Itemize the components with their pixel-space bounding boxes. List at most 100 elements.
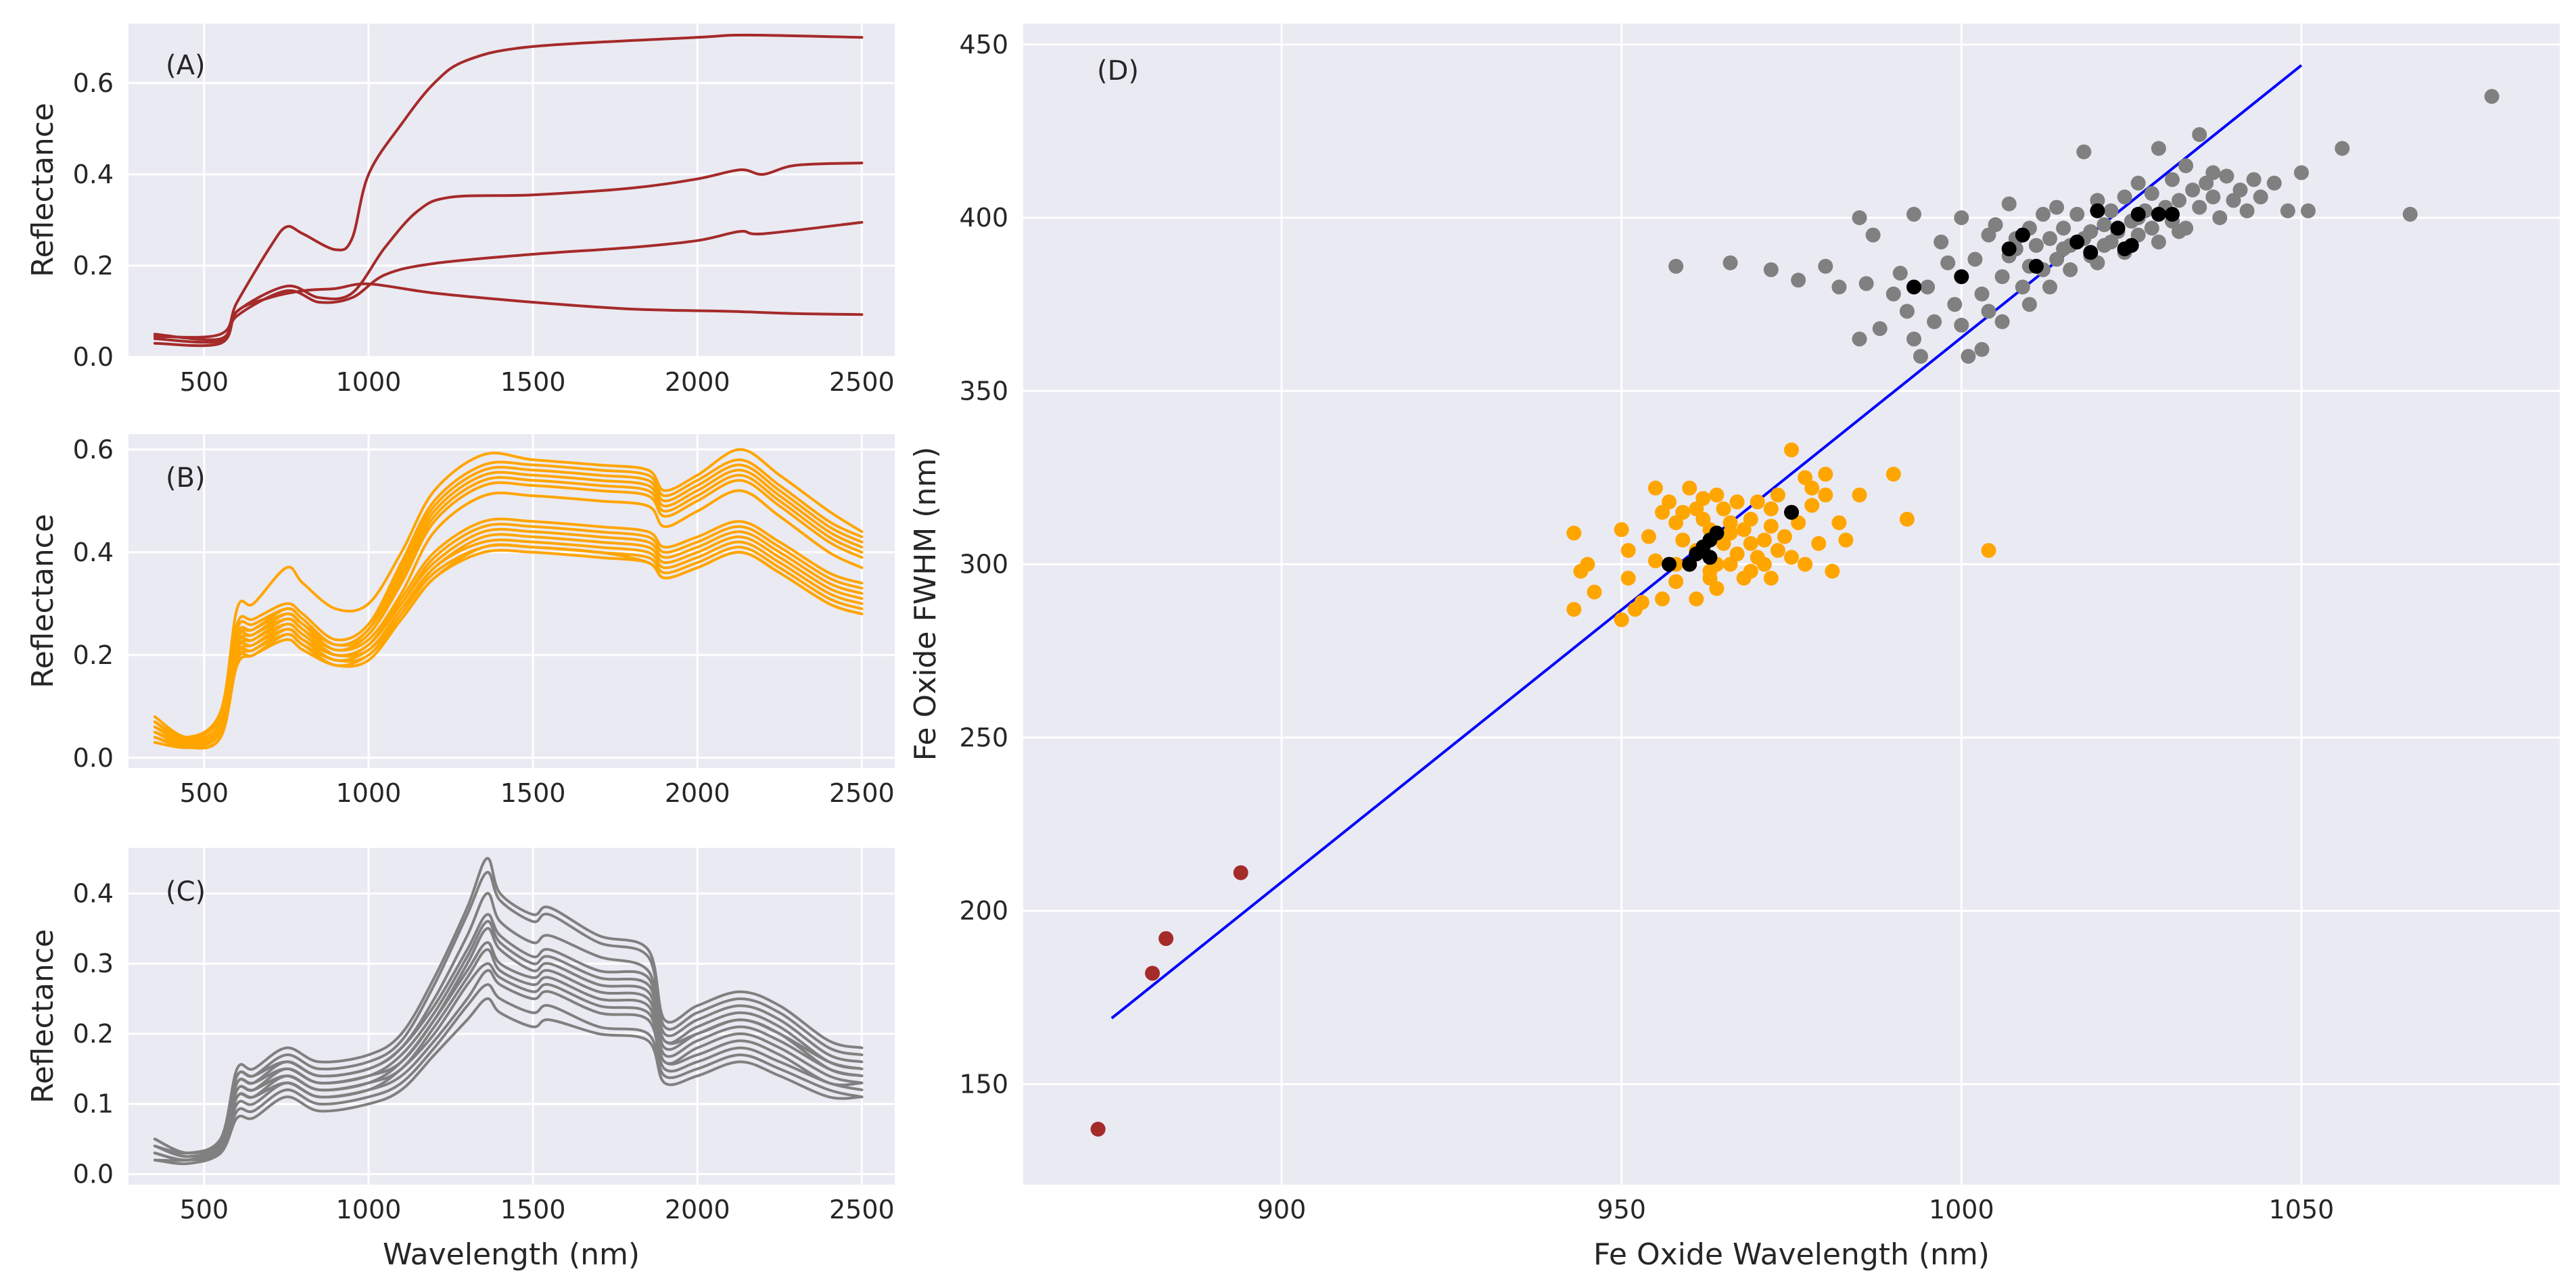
panel-d-orange-group-point	[1750, 494, 1765, 510]
panel-d-gray-group-point	[2144, 186, 2159, 201]
panel-d-gray-group-point	[2301, 203, 2316, 218]
panel-d-mean-group-point	[2151, 206, 2166, 222]
panel-c-x-tick-label: 2000	[665, 1195, 730, 1224]
panel-c-series-line	[153, 983, 864, 1162]
panel-a-y-axis-label: Reflectance	[26, 103, 60, 277]
panel-b-series-line	[153, 458, 864, 739]
panel-d-mean-group-point	[1954, 269, 1969, 285]
panel-d-orange-group-point	[1620, 571, 1636, 586]
panel-d-gray-group-point	[2117, 189, 2132, 205]
panel-b-y-tick-label: 0.4	[73, 538, 114, 567]
panel-b-series-line	[153, 527, 864, 747]
panel-d-gray-group-point	[1967, 252, 1983, 267]
panel-d-gray-group-point	[1763, 262, 1779, 277]
panel-d-gray-group-point	[1852, 331, 1867, 347]
panel-a-series-line	[153, 162, 864, 341]
panel-d-gray-group-point	[2049, 199, 2065, 215]
panel-d-gray-group-point	[2484, 89, 2500, 104]
panel-d-mean-group-point	[1784, 504, 1799, 520]
panel-c-series-line	[153, 857, 864, 1155]
panel-d-mean-group-point	[1662, 556, 1677, 572]
panel-d-mean-group-point	[2069, 234, 2085, 249]
panel-c-x-tick-label: 2500	[829, 1195, 895, 1224]
panel-d-gray-group-point	[1920, 279, 1936, 295]
panel-d-gray-group-point	[1954, 210, 1969, 225]
panel-d-gray-group-point	[2042, 231, 2057, 246]
panel-c-x-tick-label: 500	[180, 1195, 229, 1224]
panel-a-x-tick-label: 1500	[500, 367, 566, 397]
panel-b-spectra-chart: (B) Reflectance 500 1000 1500 2000 2500 0.0 0.…	[26, 434, 895, 808]
panel-b-x-tick-label: 2000	[665, 778, 730, 808]
panel-d-gray-group-point	[1858, 276, 1874, 291]
panel-d-mean-group-point	[2124, 238, 2139, 253]
panel-d-orange-group-point	[1662, 494, 1677, 510]
panel-d-orange-group-point	[1825, 563, 1840, 579]
panel-d-gray-group-point	[1852, 210, 1867, 225]
panel-d-orange-group-point	[1981, 543, 1996, 558]
panel-d-red-group-point	[1158, 931, 1174, 947]
panel-c-x-tick-label: 1000	[336, 1195, 402, 1224]
panel-d-gray-group-point	[2246, 172, 2262, 187]
panel-b-x-tick-label: 1500	[500, 778, 566, 808]
panel-c-y-tick-label: 0.3	[73, 949, 114, 978]
panel-d-orange-group-point	[1838, 532, 1854, 548]
panel-d-gray-group-point	[2172, 193, 2186, 208]
panel-b-series-line	[153, 548, 864, 749]
panel-d-gray-group-point	[1723, 255, 1738, 270]
panel-d-orange-group-point	[1784, 442, 1799, 458]
panel-d-orange-group-point	[1798, 556, 1813, 572]
panel-d-gray-group-point	[1892, 266, 1908, 281]
panel-d-orange-group-point	[1763, 501, 1779, 517]
panel-d-x-tick-label: 1050	[2269, 1195, 2335, 1224]
panel-a-x-tick-label: 1000	[336, 367, 402, 397]
panel-c-y-tick-label: 0.4	[73, 878, 114, 908]
panel-d-orange-group-point	[1729, 494, 1745, 510]
panel-d-orange-group-point	[1729, 546, 1745, 562]
panel-d-orange-group-point	[1763, 519, 1779, 534]
panel-d-gray-group-point	[1994, 269, 2010, 285]
panel-a-y-tick-label: 0.4	[73, 160, 114, 189]
panel-c-series-line	[153, 941, 864, 1162]
panel-d-orange-group-point	[1770, 488, 1785, 503]
panel-d-orange-group-point	[1620, 543, 1636, 558]
panel-d-gray-group-point	[1961, 349, 1976, 364]
panel-d-gray-group-point	[1668, 258, 1684, 274]
panel-a-series-line	[153, 33, 864, 339]
panel-d-gray-group-point	[2097, 217, 2112, 233]
panel-d-gray-group-point	[2001, 196, 2017, 212]
panel-d-gray-group-point	[2205, 165, 2221, 181]
panel-d-gray-group-point	[2036, 206, 2051, 222]
panel-d-plot-area	[1023, 24, 2560, 1185]
panel-d-gray-group-point	[1974, 286, 1990, 302]
panel-d-mean-group-point	[1702, 550, 1718, 565]
panel-d-gray-group-point	[2151, 234, 2166, 249]
panel-d-orange-group-point	[1818, 488, 1833, 503]
panel-d-red-group-point	[1233, 865, 1248, 880]
panel-b-series-line	[153, 479, 864, 744]
panel-d-y-tick-label: 300	[959, 550, 1008, 579]
panel-d-gray-group-point	[2253, 189, 2268, 205]
panel-d-y-tick-label: 150	[959, 1069, 1008, 1099]
panel-d-red-group-point	[1090, 1122, 1106, 1137]
panel-d-gray-group-point	[2056, 220, 2071, 236]
panel-d-gray-group-point	[1906, 206, 1921, 222]
panel-d-x-tick-label: 1000	[1929, 1195, 1994, 1224]
panel-b-series-line	[153, 469, 864, 742]
panel-d-orange-group-point	[1886, 467, 1901, 482]
panel-d-mean-group-point	[2015, 227, 2030, 243]
panel-d-gray-group-point	[2205, 189, 2221, 205]
panel-d-gray-group-point	[1906, 331, 1921, 347]
panel-d-gray-group-point	[2172, 224, 2186, 239]
panel-c-y-axis-label: Reflectance	[26, 929, 60, 1103]
panel-d-mean-group-point	[2165, 206, 2180, 222]
panel-d-gray-group-point	[1927, 314, 1942, 329]
panel-d-gray-group-point	[2239, 203, 2255, 218]
panel-d-gray-group-point	[2090, 193, 2105, 208]
panel-d-gray-group-point	[2280, 203, 2295, 218]
panel-d-gray-group-point	[2042, 279, 2057, 295]
panel-d-y-tick-label: 200	[959, 896, 1008, 926]
panel-d-y-tick-label: 400	[959, 203, 1008, 233]
panel-d-gray-group-point	[2402, 206, 2418, 222]
panel-d-orange-group-point	[1675, 532, 1691, 548]
panel-a-y-tick-label: 0.2	[73, 251, 114, 281]
